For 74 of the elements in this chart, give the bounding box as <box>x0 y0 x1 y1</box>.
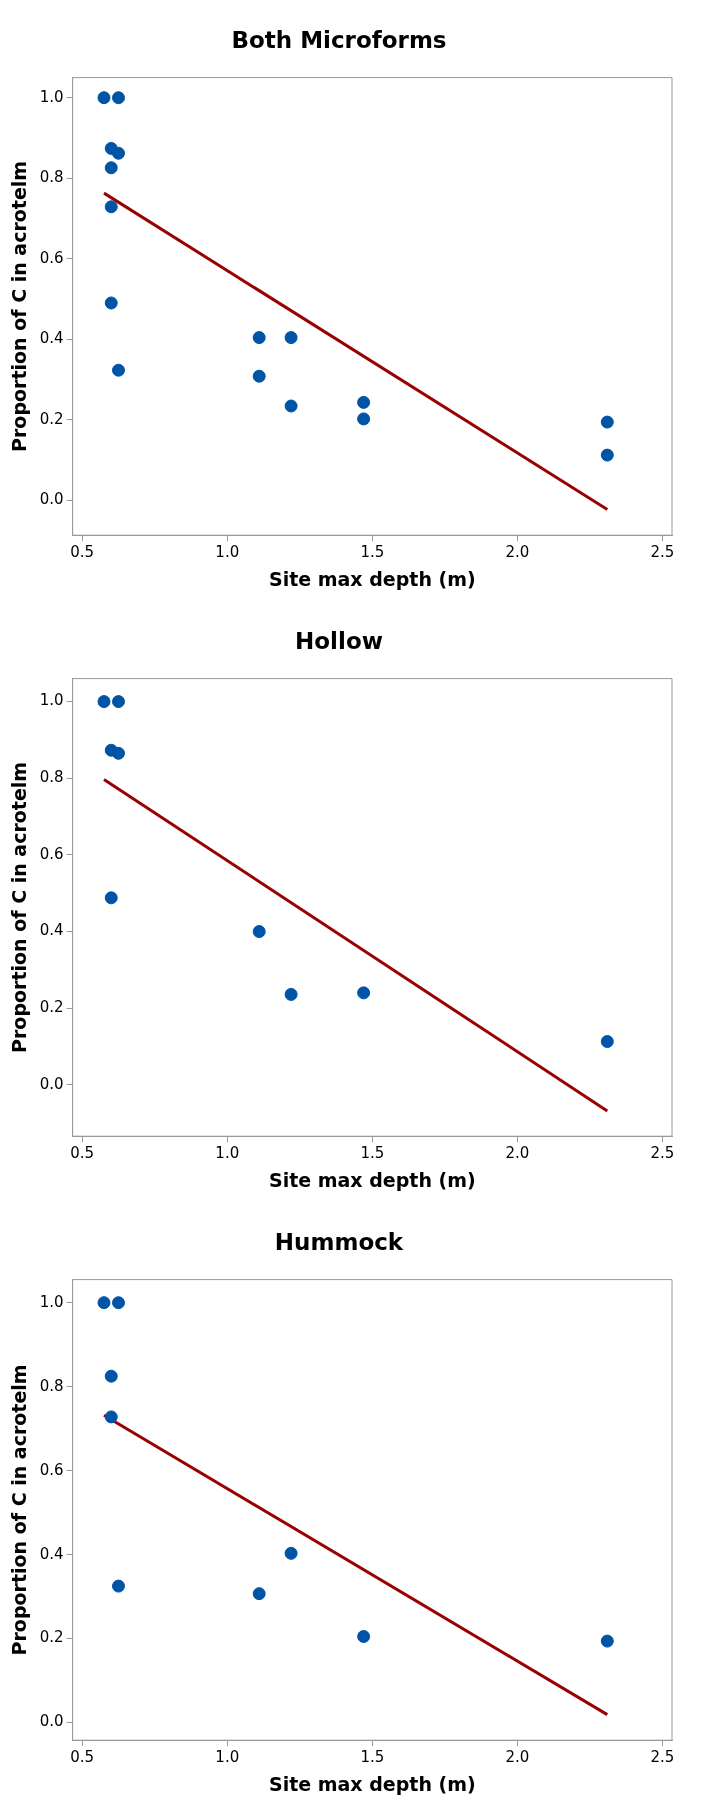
y-tick-label: 0.8 <box>39 168 64 187</box>
point <box>111 146 125 160</box>
y-tick-label: 0.6 <box>39 844 64 863</box>
x-tick-label: 2.0 <box>505 543 530 562</box>
point <box>252 1587 266 1601</box>
point <box>600 415 614 429</box>
point <box>97 91 111 105</box>
point <box>104 891 118 905</box>
point <box>357 412 371 426</box>
y-tick-label: 0.4 <box>39 921 64 940</box>
y-tick-label: 1.0 <box>39 87 64 106</box>
x-tick-label: 1.0 <box>215 1748 240 1767</box>
x-tick-label: 1.5 <box>360 1144 385 1163</box>
y-tick-label: 0.6 <box>39 1460 64 1479</box>
point <box>111 91 125 105</box>
y-tick-label: 1.0 <box>39 1292 64 1311</box>
chart-title: Hummock <box>274 1228 404 1255</box>
x-tick-label: 0.5 <box>70 1144 95 1163</box>
chart-title: Both Microforms <box>231 26 447 53</box>
y-tick-label: 0.0 <box>39 1074 64 1093</box>
x-tick-label: 1.5 <box>360 543 385 562</box>
point <box>284 987 298 1001</box>
point <box>104 161 118 175</box>
point <box>357 395 371 409</box>
y-tick-label: 0.0 <box>39 1712 64 1731</box>
point <box>252 331 266 345</box>
y-tick-label: 0.2 <box>39 998 64 1017</box>
y-tick-label: 0.0 <box>39 490 64 509</box>
point <box>104 1369 118 1383</box>
x-tick-label: 1.0 <box>215 1144 240 1163</box>
point <box>97 1296 111 1310</box>
point <box>111 1296 125 1310</box>
x-tick-label: 1.5 <box>360 1748 385 1767</box>
y-axis-title: Proportion of C in acrotelm <box>8 761 31 1053</box>
point <box>284 399 298 413</box>
x-axis-title: Site max depth (m) <box>268 567 476 590</box>
point <box>111 363 125 377</box>
y-tick-label: 0.2 <box>39 409 64 428</box>
point <box>104 296 118 310</box>
x-tick-label: 2.0 <box>505 1748 530 1767</box>
x-axis-title: Site max depth (m) <box>268 1168 476 1191</box>
y-tick-label: 0.8 <box>39 768 64 787</box>
y-tick-label: 0.2 <box>39 1628 64 1647</box>
x-tick-label: 2.5 <box>650 1144 675 1163</box>
point <box>252 369 266 383</box>
point <box>111 746 125 760</box>
y-tick-label: 0.4 <box>39 329 64 348</box>
y-tick-label: 0.4 <box>39 1544 64 1563</box>
chart-title: Hollow <box>295 627 383 654</box>
point <box>600 1634 614 1648</box>
x-tick-label: 2.0 <box>505 1144 530 1163</box>
point <box>104 1410 118 1424</box>
point <box>357 986 371 1000</box>
x-tick-label: 2.5 <box>650 543 675 562</box>
point <box>600 1035 614 1049</box>
y-axis-title: Proportion of C in acrotelm <box>8 1364 31 1656</box>
y-tick-label: 0.6 <box>39 248 64 267</box>
x-tick-label: 2.5 <box>650 1748 675 1767</box>
point <box>252 925 266 939</box>
point <box>600 448 614 462</box>
point <box>97 695 111 709</box>
x-tick-label: 0.5 <box>70 1748 95 1767</box>
y-tick-label: 0.8 <box>39 1376 64 1395</box>
x-tick-label: 0.5 <box>70 543 95 562</box>
point <box>111 1579 125 1593</box>
point <box>284 1546 298 1560</box>
x-tick-label: 1.0 <box>215 543 240 562</box>
point <box>357 1629 371 1643</box>
y-tick-label: 1.0 <box>39 691 64 710</box>
point <box>284 331 298 345</box>
y-axis-title: Proportion of C in acrotelm <box>8 160 31 452</box>
point <box>111 695 125 709</box>
x-axis-title: Site max depth (m) <box>268 1772 476 1795</box>
point <box>104 200 118 214</box>
